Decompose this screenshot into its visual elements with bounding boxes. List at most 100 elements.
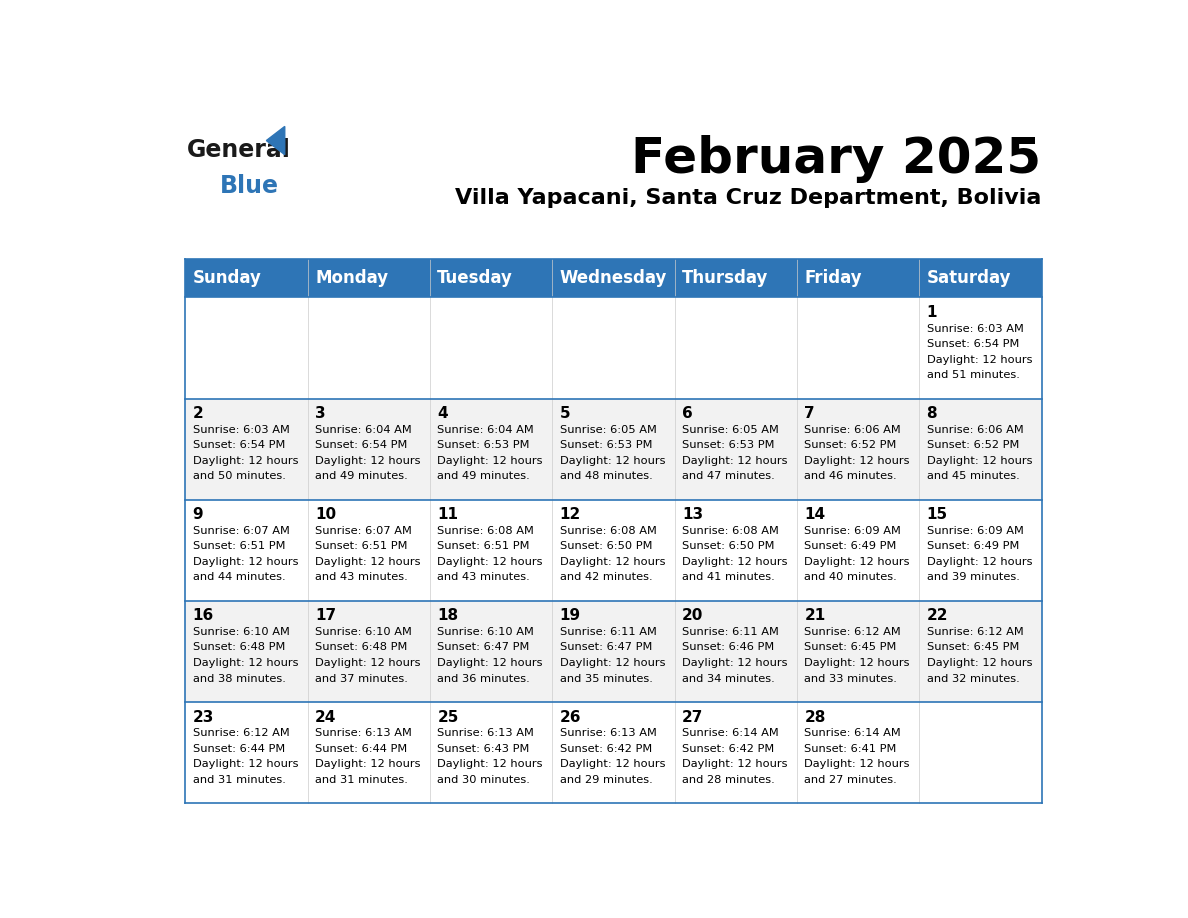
Text: Sunrise: 6:12 AM: Sunrise: 6:12 AM (804, 627, 901, 637)
Text: Sunrise: 6:07 AM: Sunrise: 6:07 AM (315, 526, 412, 536)
Text: Sunrise: 6:09 AM: Sunrise: 6:09 AM (804, 526, 902, 536)
Text: Daylight: 12 hours: Daylight: 12 hours (560, 658, 665, 668)
Text: Sunrise: 6:14 AM: Sunrise: 6:14 AM (804, 728, 901, 738)
Text: Sunset: 6:51 PM: Sunset: 6:51 PM (192, 542, 285, 552)
Text: 8: 8 (927, 407, 937, 421)
Text: 23: 23 (192, 710, 214, 724)
Text: 10: 10 (315, 508, 336, 522)
Text: and 31 minutes.: and 31 minutes. (192, 775, 285, 785)
Text: and 27 minutes.: and 27 minutes. (804, 775, 897, 785)
Text: Sunrise: 6:10 AM: Sunrise: 6:10 AM (315, 627, 412, 637)
Text: Saturday: Saturday (927, 269, 1011, 287)
Text: Daylight: 12 hours: Daylight: 12 hours (315, 759, 421, 769)
Text: 18: 18 (437, 609, 459, 623)
Text: Daylight: 12 hours: Daylight: 12 hours (437, 456, 543, 465)
Text: and 29 minutes.: and 29 minutes. (560, 775, 652, 785)
Text: Sunrise: 6:10 AM: Sunrise: 6:10 AM (192, 627, 290, 637)
Text: 20: 20 (682, 609, 703, 623)
Text: Daylight: 12 hours: Daylight: 12 hours (804, 658, 910, 668)
Text: Sunrise: 6:13 AM: Sunrise: 6:13 AM (315, 728, 412, 738)
Text: Sunset: 6:53 PM: Sunset: 6:53 PM (560, 441, 652, 450)
Bar (185, 398, 1042, 499)
Text: Daylight: 12 hours: Daylight: 12 hours (682, 759, 788, 769)
Text: General: General (188, 139, 291, 162)
Bar (185, 297, 1042, 398)
Text: Sunrise: 6:14 AM: Sunrise: 6:14 AM (682, 728, 778, 738)
Text: Daylight: 12 hours: Daylight: 12 hours (315, 557, 421, 567)
Text: Sunset: 6:51 PM: Sunset: 6:51 PM (437, 542, 530, 552)
Text: and 33 minutes.: and 33 minutes. (804, 674, 897, 684)
Text: Daylight: 12 hours: Daylight: 12 hours (192, 456, 298, 465)
Text: Sunrise: 6:06 AM: Sunrise: 6:06 AM (927, 425, 1023, 435)
Text: 28: 28 (804, 710, 826, 724)
Text: February 2025: February 2025 (632, 135, 1042, 183)
Text: Sunrise: 6:05 AM: Sunrise: 6:05 AM (560, 425, 657, 435)
Text: Daylight: 12 hours: Daylight: 12 hours (437, 658, 543, 668)
Text: 17: 17 (315, 609, 336, 623)
Bar (185, 600, 1042, 701)
Text: Daylight: 12 hours: Daylight: 12 hours (192, 658, 298, 668)
Text: 21: 21 (804, 609, 826, 623)
Text: and 47 minutes.: and 47 minutes. (682, 471, 775, 481)
Text: Sunday: Sunday (192, 269, 261, 287)
Text: Sunset: 6:48 PM: Sunset: 6:48 PM (315, 643, 407, 653)
Text: Wednesday: Wednesday (560, 269, 666, 287)
Text: and 31 minutes.: and 31 minutes. (315, 775, 407, 785)
Text: 14: 14 (804, 508, 826, 522)
Text: Sunrise: 6:11 AM: Sunrise: 6:11 AM (560, 627, 657, 637)
Text: 1: 1 (927, 306, 937, 320)
Text: 3: 3 (315, 407, 326, 421)
Text: and 39 minutes.: and 39 minutes. (927, 573, 1019, 582)
Text: Sunrise: 6:11 AM: Sunrise: 6:11 AM (682, 627, 779, 637)
Text: 15: 15 (927, 508, 948, 522)
Text: Sunrise: 6:10 AM: Sunrise: 6:10 AM (437, 627, 535, 637)
Polygon shape (266, 127, 285, 155)
Bar (185, 499, 1042, 600)
Text: Daylight: 12 hours: Daylight: 12 hours (927, 354, 1032, 364)
Text: Sunrise: 6:08 AM: Sunrise: 6:08 AM (682, 526, 779, 536)
Text: Sunset: 6:47 PM: Sunset: 6:47 PM (437, 643, 530, 653)
Text: and 44 minutes.: and 44 minutes. (192, 573, 285, 582)
Text: 16: 16 (192, 609, 214, 623)
Text: Daylight: 12 hours: Daylight: 12 hours (315, 456, 421, 465)
Text: Sunset: 6:43 PM: Sunset: 6:43 PM (437, 744, 530, 754)
Text: Daylight: 12 hours: Daylight: 12 hours (927, 456, 1032, 465)
Text: Sunset: 6:48 PM: Sunset: 6:48 PM (192, 643, 285, 653)
Text: Sunrise: 6:04 AM: Sunrise: 6:04 AM (315, 425, 412, 435)
Text: Friday: Friday (804, 269, 862, 287)
Text: and 30 minutes.: and 30 minutes. (437, 775, 530, 785)
Text: Sunset: 6:54 PM: Sunset: 6:54 PM (315, 441, 407, 450)
Text: Sunset: 6:42 PM: Sunset: 6:42 PM (682, 744, 775, 754)
Text: Sunset: 6:53 PM: Sunset: 6:53 PM (437, 441, 530, 450)
Text: and 35 minutes.: and 35 minutes. (560, 674, 652, 684)
Text: Daylight: 12 hours: Daylight: 12 hours (804, 456, 910, 465)
Text: Blue: Blue (220, 174, 279, 197)
Text: Sunset: 6:49 PM: Sunset: 6:49 PM (804, 542, 897, 552)
Text: Tuesday: Tuesday (437, 269, 513, 287)
Text: Sunrise: 6:04 AM: Sunrise: 6:04 AM (437, 425, 535, 435)
Text: Sunset: 6:42 PM: Sunset: 6:42 PM (560, 744, 652, 754)
Text: and 51 minutes.: and 51 minutes. (927, 370, 1019, 380)
Text: and 38 minutes.: and 38 minutes. (192, 674, 285, 684)
Text: Sunrise: 6:13 AM: Sunrise: 6:13 AM (437, 728, 535, 738)
Text: Sunrise: 6:03 AM: Sunrise: 6:03 AM (927, 324, 1024, 333)
Text: Sunrise: 6:09 AM: Sunrise: 6:09 AM (927, 526, 1024, 536)
Text: Sunrise: 6:06 AM: Sunrise: 6:06 AM (804, 425, 901, 435)
Text: Sunset: 6:50 PM: Sunset: 6:50 PM (682, 542, 775, 552)
Text: and 28 minutes.: and 28 minutes. (682, 775, 775, 785)
Text: and 49 minutes.: and 49 minutes. (437, 471, 530, 481)
Text: and 48 minutes.: and 48 minutes. (560, 471, 652, 481)
Text: Daylight: 12 hours: Daylight: 12 hours (192, 557, 298, 567)
Text: Sunrise: 6:12 AM: Sunrise: 6:12 AM (927, 627, 1023, 637)
Text: and 43 minutes.: and 43 minutes. (315, 573, 407, 582)
Text: 22: 22 (927, 609, 948, 623)
Text: Daylight: 12 hours: Daylight: 12 hours (560, 456, 665, 465)
Text: Sunset: 6:44 PM: Sunset: 6:44 PM (192, 744, 285, 754)
Bar (185, 701, 1042, 803)
Text: Sunrise: 6:08 AM: Sunrise: 6:08 AM (560, 526, 657, 536)
Text: Sunset: 6:45 PM: Sunset: 6:45 PM (927, 643, 1019, 653)
Text: and 46 minutes.: and 46 minutes. (804, 471, 897, 481)
Text: Sunset: 6:41 PM: Sunset: 6:41 PM (804, 744, 897, 754)
Text: Sunset: 6:49 PM: Sunset: 6:49 PM (927, 542, 1019, 552)
Text: 25: 25 (437, 710, 459, 724)
